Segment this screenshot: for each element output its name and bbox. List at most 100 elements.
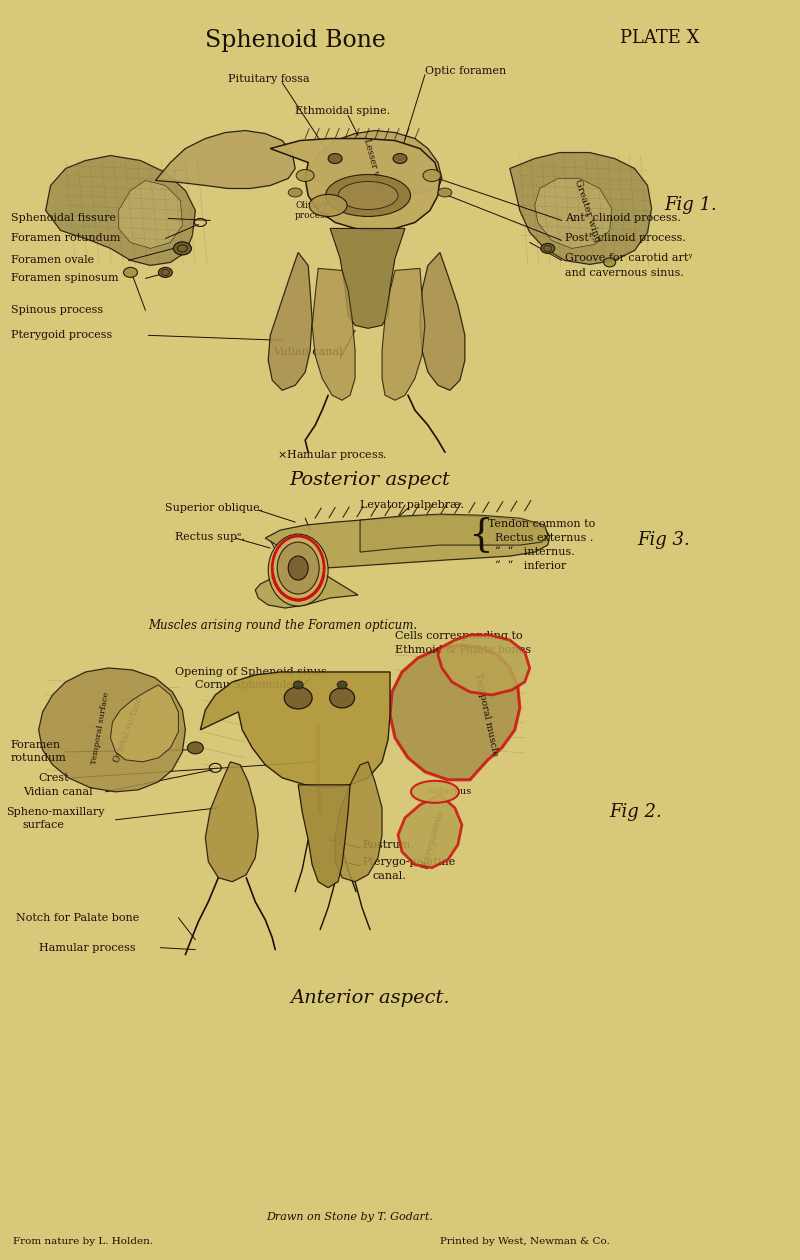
Ellipse shape [268,534,328,606]
Polygon shape [438,635,530,696]
Text: surface: surface [22,820,65,830]
Text: Vidian canal: Vidian canal [274,348,343,358]
Ellipse shape [178,244,187,252]
Text: From nature by L. Holden.: From nature by L. Holden. [13,1237,153,1246]
Polygon shape [270,139,440,231]
Text: Olivary: Olivary [296,200,329,210]
Text: Greater wing: Greater wing [574,178,602,243]
Text: Pterygoideus: Pterygoideus [421,809,445,871]
Text: Orbital surface: Orbital surface [113,696,145,764]
Text: Cells corresponding to: Cells corresponding to [395,631,522,641]
Text: Muscles arising round the Foramen opticum.: Muscles arising round the Foramen opticu… [149,619,418,631]
Polygon shape [382,268,425,401]
Ellipse shape [338,181,398,209]
Text: Hamular process: Hamular process [38,942,135,953]
Text: Foramen ovale: Foramen ovale [10,256,94,266]
Ellipse shape [288,188,302,197]
Ellipse shape [438,188,452,197]
Polygon shape [118,180,182,248]
Polygon shape [206,762,258,882]
Text: .externus: .externus [425,788,471,796]
Text: Pterygo-palatine: Pterygo-palatine [362,857,455,867]
Text: Cornu Sphenoidale: Cornu Sphenoidale [195,680,303,690]
Text: Opening of Sphenoid sinus,: Opening of Sphenoid sinus, [175,667,330,677]
Text: Foramen: Foramen [10,740,61,750]
Text: Temporal muscle: Temporal muscle [473,673,499,757]
Ellipse shape [293,680,303,689]
Ellipse shape [174,242,191,255]
Ellipse shape [544,246,552,252]
Text: Rectus externus .: Rectus externus . [495,533,594,543]
Text: Lesser wing: Lesser wing [362,137,385,194]
Text: Drawn on Stone by T. Godart.: Drawn on Stone by T. Godart. [266,1212,434,1222]
Text: Levator palpebræ.: Levator palpebræ. [360,500,464,510]
Text: Ethmoidal spine.: Ethmoidal spine. [295,106,390,116]
Text: Spheno-maxillary: Spheno-maxillary [6,806,104,816]
Ellipse shape [123,267,138,277]
Polygon shape [268,252,312,391]
Polygon shape [420,252,465,391]
Polygon shape [298,785,350,888]
Polygon shape [110,685,178,762]
Ellipse shape [296,170,314,181]
Text: process: process [294,210,330,220]
Ellipse shape [278,542,319,593]
Ellipse shape [393,154,407,164]
Text: Foramen rotundum: Foramen rotundum [10,233,120,243]
Ellipse shape [541,243,554,253]
Polygon shape [510,152,651,265]
Text: Posterior aspect: Posterior aspect [290,471,450,489]
Text: $\times$Hamular process.: $\times$Hamular process. [277,449,387,462]
Text: rotundum: rotundum [10,753,66,762]
Text: Sphenoidal fissure: Sphenoidal fissure [10,213,116,223]
Polygon shape [312,268,355,401]
Text: “  “   internus.: “ “ internus. [495,547,574,557]
Ellipse shape [337,680,347,689]
Ellipse shape [158,267,172,277]
Text: Rostrum.: Rostrum. [362,839,414,849]
Polygon shape [46,155,195,266]
Polygon shape [155,131,295,189]
Text: “  “   inferior: “ “ inferior [495,561,566,571]
Text: PLATE X: PLATE X [620,29,699,47]
Ellipse shape [411,781,459,803]
Polygon shape [200,672,390,788]
Text: Optic foramen: Optic foramen [425,66,506,76]
Text: canal.: canal. [372,871,406,881]
Text: Groove for carotid artʸ: Groove for carotid artʸ [565,253,693,263]
Text: Sphenoid Bone: Sphenoid Bone [205,29,386,52]
Text: Fig 2.: Fig 2. [610,803,662,820]
Text: Ethmoid & Palate bones: Ethmoid & Palate bones [395,645,531,655]
Text: {: { [468,517,493,553]
Polygon shape [330,228,405,329]
Ellipse shape [288,556,308,580]
Ellipse shape [423,170,441,181]
Text: Vidian canal: Vidian canal [22,786,92,796]
Text: Printed by West, Newman & Co.: Printed by West, Newman & Co. [440,1237,610,1246]
Text: Fig 1.: Fig 1. [665,197,718,214]
Text: Superior oblique.: Superior oblique. [166,503,263,513]
Text: Fig 3.: Fig 3. [638,532,690,549]
Polygon shape [38,668,186,791]
Text: Temporal surface: Temporal surface [90,690,111,765]
Text: Rectus supᵉ.: Rectus supᵉ. [175,532,246,542]
Text: Pterygoid process: Pterygoid process [10,330,112,340]
Polygon shape [255,515,550,609]
Text: Spinous process: Spinous process [10,305,103,315]
Ellipse shape [309,194,347,217]
Text: Tendon common to: Tendon common to [488,519,595,529]
Text: and cavernous sinus.: and cavernous sinus. [565,268,683,278]
Text: Antᵉ clinoid process.: Antᵉ clinoid process. [565,213,681,223]
Ellipse shape [326,174,410,217]
Polygon shape [360,514,548,552]
Ellipse shape [187,742,203,753]
Text: Postᴿ clinoid process.: Postᴿ clinoid process. [565,233,686,243]
Text: Anterior aspect.: Anterior aspect. [290,989,450,1007]
Polygon shape [534,179,612,248]
Polygon shape [310,131,442,195]
Ellipse shape [162,270,170,276]
Ellipse shape [330,688,354,708]
Ellipse shape [604,258,616,267]
Ellipse shape [328,154,342,164]
Polygon shape [398,795,462,868]
